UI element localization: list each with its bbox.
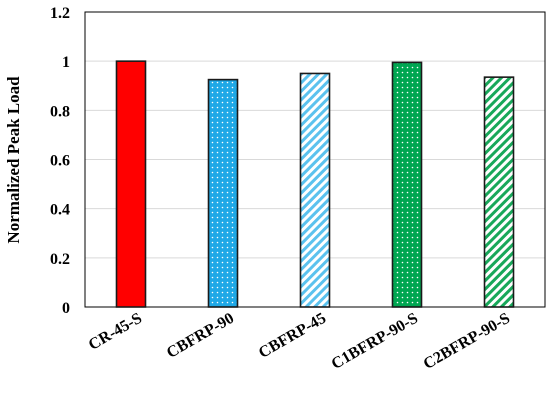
bar-cbfrp-90 xyxy=(207,78,239,308)
bar-c2bfrp-90-s xyxy=(483,76,515,308)
y-axis-label: Normalized Peak Load xyxy=(4,76,23,244)
x-tick-label: C1BFRP-90-S xyxy=(329,310,421,373)
y-tick-label: 1 xyxy=(62,54,70,71)
x-tick-label: C2BFRP-90-S xyxy=(421,310,513,373)
y-tick-label: 0.2 xyxy=(50,251,70,268)
y-tick-label: 0.4 xyxy=(50,202,70,219)
x-tick-label: CBFRP-45 xyxy=(256,310,329,362)
y-tick-label: 1.2 xyxy=(50,5,70,22)
x-tick-label: CBFRP-90 xyxy=(164,310,237,362)
y-tick-label: 0.6 xyxy=(50,153,70,170)
bar-c1bfrp-90-s xyxy=(391,61,423,308)
x-tick-label: CR-45-S xyxy=(86,310,145,354)
x-tick-labels: CR-45-S CBFRP-90 CBFRP-45 C1BFRP-90-S C2BFRP… xyxy=(86,310,513,373)
y-tick-label: 0 xyxy=(62,300,70,317)
y-tick-labels: 0 0.2 0.4 0.6 0.8 1 1.2 xyxy=(50,5,70,317)
bar-cbfrp-45 xyxy=(299,72,331,308)
y-tick-label: 0.8 xyxy=(50,103,70,120)
bar-cr-45-s xyxy=(115,60,147,308)
bars xyxy=(115,60,515,308)
